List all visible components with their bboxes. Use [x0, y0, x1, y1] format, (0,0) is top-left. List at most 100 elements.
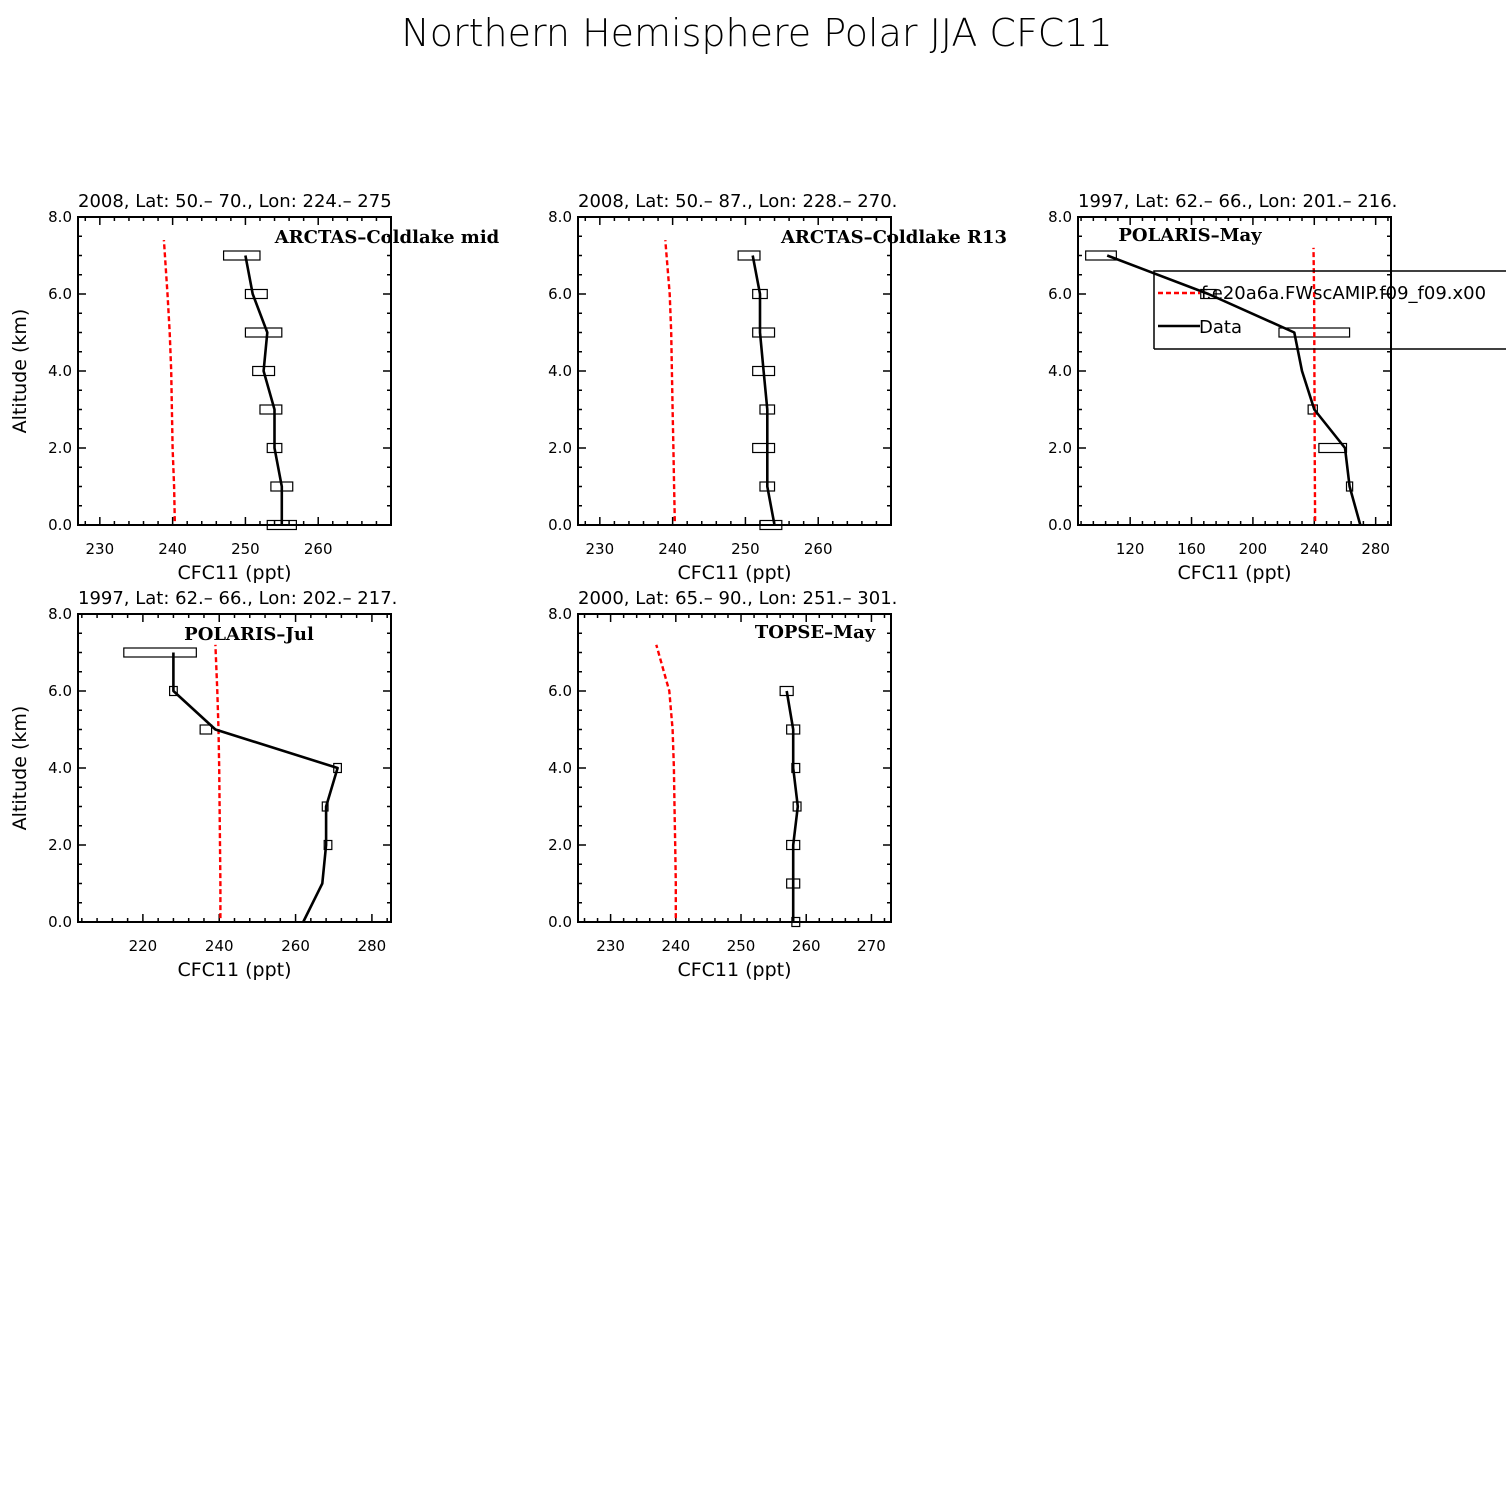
y-tick-label: 8.0: [548, 605, 572, 623]
x-tick-label: 260: [792, 937, 821, 955]
data-line: [244, 255, 284, 525]
y-tick-label: 2.0: [548, 836, 572, 854]
y-tick-label: 0.0: [548, 516, 572, 534]
panel-subtitle: 2000, Lat: 65.– 90., Lon: 251.– 301.: [578, 588, 897, 609]
y-axis-label: Altitude (km): [9, 309, 31, 434]
range-box: [791, 762, 801, 774]
legend-model-label: f.e20a6a.FWscAMIP.f09_f09.x00: [1201, 283, 1486, 304]
y-tick-label: 4.0: [1048, 362, 1072, 380]
data-line: [785, 690, 800, 922]
figure-title: Northern Hemisphere Polar JJA CFC11: [401, 11, 1112, 55]
campaign-name: POLARIS–Jul: [184, 624, 314, 645]
x-tick-label: 280: [1361, 540, 1390, 558]
range-box: [752, 442, 776, 454]
y-axis-label: Altitude (km): [9, 706, 31, 831]
x-tick-label: 160: [1177, 540, 1206, 558]
range-box: [199, 724, 213, 735]
range-box: [752, 327, 776, 338]
model-line: [664, 240, 676, 522]
y-tick-label: 6.0: [48, 285, 72, 303]
y-tick-label: 6.0: [548, 285, 572, 303]
model-line: [162, 240, 176, 522]
y-tick-label: 8.0: [48, 208, 72, 226]
y-tick-label: 8.0: [548, 208, 572, 226]
panel-4: 0.0 2.0 4.0 6.0 8.0 220 240 260 280 CFC11 (ppt) Al…: [9, 588, 397, 981]
legend-data-label: Data: [1199, 317, 1242, 338]
range-box: [123, 647, 197, 658]
x-tick-label: 230: [586, 540, 615, 558]
x-tick-label: 240: [158, 540, 187, 558]
x-axis-label: CFC11 (ppt): [177, 562, 291, 584]
y-tick-label: 4.0: [48, 759, 72, 777]
y-tick-label: 0.0: [48, 516, 72, 534]
panel-subtitle: 1997, Lat: 62.– 66., Lon: 202.– 217.: [78, 588, 397, 609]
x-axis-label: CFC11 (ppt): [1177, 562, 1291, 584]
range-box: [737, 250, 761, 261]
x-axis-label: CFC11 (ppt): [177, 959, 291, 981]
x-tick-label: 240: [658, 540, 687, 558]
x-axis-label: CFC11 (ppt): [677, 562, 791, 584]
legend: f.e20a6a.FWscAMIP.f09_f09.x00 Data: [1153, 270, 1506, 350]
campaign-name: ARCTAS–Coldlake R13: [780, 227, 1007, 248]
range-box: [222, 250, 261, 261]
plot-frame: [577, 216, 892, 526]
y-tick-label: 0.0: [1048, 516, 1072, 534]
y-tick-label: 4.0: [548, 362, 572, 380]
panel-subtitle: 1997, Lat: 62.– 66., Lon: 201.– 216.: [1078, 191, 1397, 212]
range-box: [1085, 250, 1117, 261]
data-line: [751, 255, 776, 526]
range-box: [1318, 442, 1348, 454]
model-line: [655, 644, 677, 919]
campaign-name: ARCTAS–Coldlake mid: [274, 227, 500, 248]
x-tick-label: 230: [596, 937, 625, 955]
range-box: [259, 404, 283, 415]
data-line: [172, 652, 339, 923]
x-tick-label: 260: [281, 937, 310, 955]
range-box: [791, 916, 801, 928]
x-axis-label: CFC11 (ppt): [677, 959, 791, 981]
x-tick-label: 220: [129, 937, 158, 955]
model-line: [214, 644, 222, 919]
x-tick-label: 230: [86, 540, 115, 558]
plot-frame: [77, 216, 392, 526]
y-tick-label: 8.0: [48, 605, 72, 623]
range-box: [244, 288, 268, 300]
y-tick-label: 6.0: [548, 682, 572, 700]
panel-3: 0.0 2.0 4.0 6.0 8.0 120 160 200 240 280 CFC11 (ppt…: [1048, 191, 1397, 584]
y-tick-label: 0.0: [548, 913, 572, 931]
panel-5: 0.0 2.0 4.0 6.0 8.0 230 240 250 260 270 CFC11 (ppt…: [548, 588, 897, 981]
campaign-name: TOPSE–May: [755, 622, 876, 643]
panel-1: 0.0 2.0 4.0 6.0 8.0 230 240 250 260 CFC11 (ppt) Al…: [9, 191, 500, 584]
y-tick-label: 0.0: [48, 913, 72, 931]
y-tick-label: 4.0: [48, 362, 72, 380]
y-tick-label: 4.0: [548, 759, 572, 777]
x-tick-label: 240: [1300, 540, 1329, 558]
range-box: [759, 519, 783, 531]
x-tick-label: 280: [358, 937, 387, 955]
panel-subtitle: 2008, Lat: 50.– 87., Lon: 228.– 270.: [578, 191, 897, 212]
x-tick-label: 120: [1116, 540, 1145, 558]
y-tick-label: 8.0: [1048, 208, 1072, 226]
range-box: [244, 327, 283, 338]
panel-subtitle: 2008, Lat: 50.– 70., Lon: 224.– 275: [78, 191, 392, 212]
x-tick-label: 240: [661, 937, 690, 955]
y-tick-label: 6.0: [1048, 285, 1072, 303]
x-tick-label: 270: [857, 937, 886, 955]
data-line: [1106, 254, 1362, 526]
y-tick-label: 6.0: [48, 682, 72, 700]
y-tick-label: 2.0: [1048, 439, 1072, 457]
panel-2: 0.0 2.0 4.0 6.0 8.0 230 240 250 260 CFC11 (ppt) 20…: [548, 191, 1007, 584]
campaign-name: POLARIS–May: [1118, 225, 1262, 246]
range-box: [323, 839, 333, 851]
range-box: [1200, 288, 1217, 300]
model-line: [1312, 247, 1317, 522]
x-tick-label: 260: [304, 540, 333, 558]
x-tick-label: 250: [231, 540, 260, 558]
x-tick-label: 250: [727, 937, 756, 955]
y-tick-label: 2.0: [548, 439, 572, 457]
x-tick-label: 260: [804, 540, 833, 558]
x-tick-label: 250: [731, 540, 760, 558]
plot-frame: [77, 613, 392, 923]
